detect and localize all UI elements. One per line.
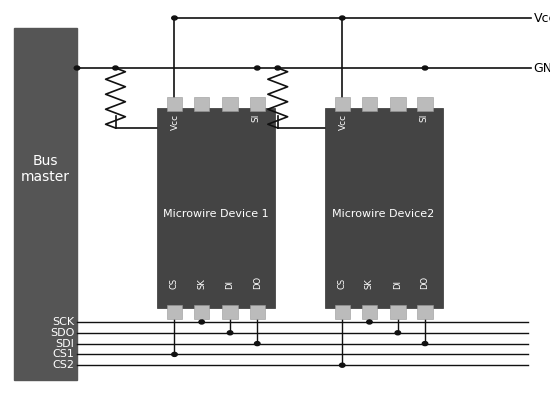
- Circle shape: [199, 320, 205, 324]
- Text: DO: DO: [421, 276, 430, 289]
- Bar: [194, 97, 210, 111]
- Circle shape: [395, 331, 400, 335]
- Bar: [362, 305, 377, 319]
- Text: DI: DI: [226, 280, 234, 289]
- Text: DO: DO: [253, 276, 262, 289]
- Bar: [167, 97, 182, 111]
- Bar: [334, 97, 350, 111]
- Circle shape: [255, 66, 260, 70]
- Bar: [417, 305, 433, 319]
- Bar: [417, 97, 433, 111]
- Text: SI: SI: [420, 114, 428, 122]
- Text: SK: SK: [197, 278, 206, 289]
- Text: SI: SI: [252, 114, 261, 122]
- Bar: [362, 97, 377, 111]
- Circle shape: [172, 352, 177, 356]
- Bar: [157, 108, 275, 308]
- Circle shape: [339, 16, 345, 20]
- Text: Vcc: Vcc: [171, 114, 180, 130]
- Circle shape: [113, 66, 118, 70]
- Circle shape: [367, 320, 372, 324]
- Circle shape: [339, 363, 345, 367]
- Text: Vcc: Vcc: [534, 12, 550, 24]
- Bar: [324, 108, 443, 308]
- Text: CS1: CS1: [52, 350, 74, 359]
- Text: CS: CS: [338, 278, 346, 289]
- Text: CS2: CS2: [52, 360, 74, 370]
- Bar: [167, 305, 182, 319]
- Bar: [250, 97, 265, 111]
- Circle shape: [255, 342, 260, 346]
- Bar: [222, 97, 238, 111]
- Text: CS: CS: [170, 278, 179, 289]
- Text: Microwire Device2: Microwire Device2: [333, 209, 434, 219]
- Text: Vcc: Vcc: [339, 114, 348, 130]
- Text: SCK: SCK: [52, 317, 74, 327]
- Circle shape: [275, 66, 280, 70]
- Circle shape: [74, 66, 80, 70]
- Bar: [334, 305, 350, 319]
- Bar: [390, 97, 405, 111]
- Text: Bus
master: Bus master: [21, 154, 70, 184]
- Text: DI: DI: [393, 280, 402, 289]
- Bar: [390, 305, 405, 319]
- Circle shape: [422, 342, 428, 346]
- Text: GND: GND: [534, 62, 550, 74]
- Bar: [250, 305, 265, 319]
- Bar: [194, 305, 210, 319]
- Text: SDI: SDI: [56, 338, 74, 349]
- Circle shape: [172, 16, 177, 20]
- Text: SDO: SDO: [50, 328, 74, 338]
- Circle shape: [422, 66, 428, 70]
- Text: SK: SK: [365, 278, 374, 289]
- Bar: [14, 28, 77, 380]
- Circle shape: [227, 331, 233, 335]
- Bar: [222, 305, 238, 319]
- Text: Microwire Device 1: Microwire Device 1: [163, 209, 269, 219]
